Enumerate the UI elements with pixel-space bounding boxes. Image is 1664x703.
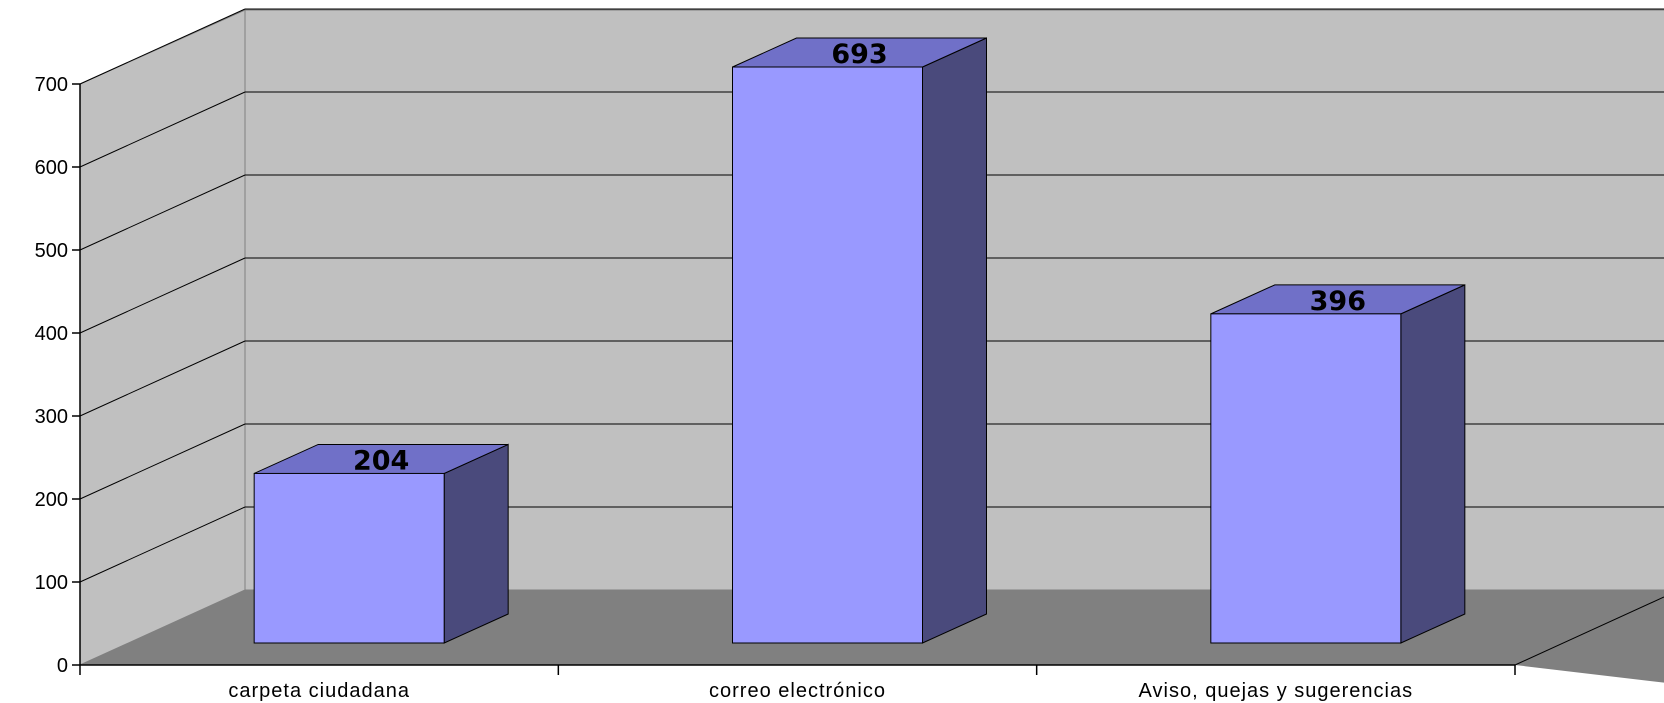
y-tick-label: 100 bbox=[35, 572, 68, 594]
gridline-side bbox=[79, 91, 246, 168]
floor-edge bbox=[1514, 596, 1664, 666]
bar-1: 204 bbox=[253, 443, 509, 644]
bar-side-face bbox=[922, 37, 987, 644]
bar-front-face bbox=[1210, 313, 1402, 644]
gridline-side bbox=[79, 340, 246, 417]
bar-series: 204 693 396 bbox=[253, 37, 1466, 644]
category-label: Aviso, quejas y sugerencias bbox=[1139, 680, 1414, 702]
bar-3: 396 bbox=[1210, 284, 1466, 644]
y-tick-label: 200 bbox=[35, 489, 68, 511]
y-tick-label: 700 bbox=[35, 74, 68, 96]
y-tick-label: 400 bbox=[35, 323, 68, 345]
gridline-side bbox=[79, 423, 246, 500]
data-label: 693 bbox=[831, 39, 887, 70]
bar-side-face bbox=[1400, 284, 1466, 644]
gridline-side bbox=[79, 8, 246, 85]
bar-side-face bbox=[443, 443, 509, 644]
y-tick-label: 500 bbox=[35, 240, 68, 262]
bar-front-face bbox=[253, 472, 445, 644]
category-label: carpeta ciudadana bbox=[228, 680, 410, 702]
gridline-side bbox=[79, 257, 246, 334]
gridline-side bbox=[79, 174, 246, 251]
side-wall bbox=[79, 9, 246, 666]
category-axis: carpeta ciudadana correo electrónico Aviso… bbox=[79, 664, 1516, 702]
data-label: 396 bbox=[1310, 286, 1366, 317]
category-label: correo electrónico bbox=[709, 680, 886, 702]
value-axis: 0 100 200 300 400 500 600 700 bbox=[35, 74, 81, 677]
gridline-side bbox=[79, 506, 246, 583]
bar-front-face bbox=[732, 66, 923, 644]
y-tick-label: 0 bbox=[57, 655, 68, 677]
data-label: 204 bbox=[353, 445, 409, 476]
y-tick-label: 600 bbox=[35, 157, 68, 179]
y-tick-label: 300 bbox=[35, 406, 68, 428]
bar-2: 693 bbox=[732, 37, 987, 644]
